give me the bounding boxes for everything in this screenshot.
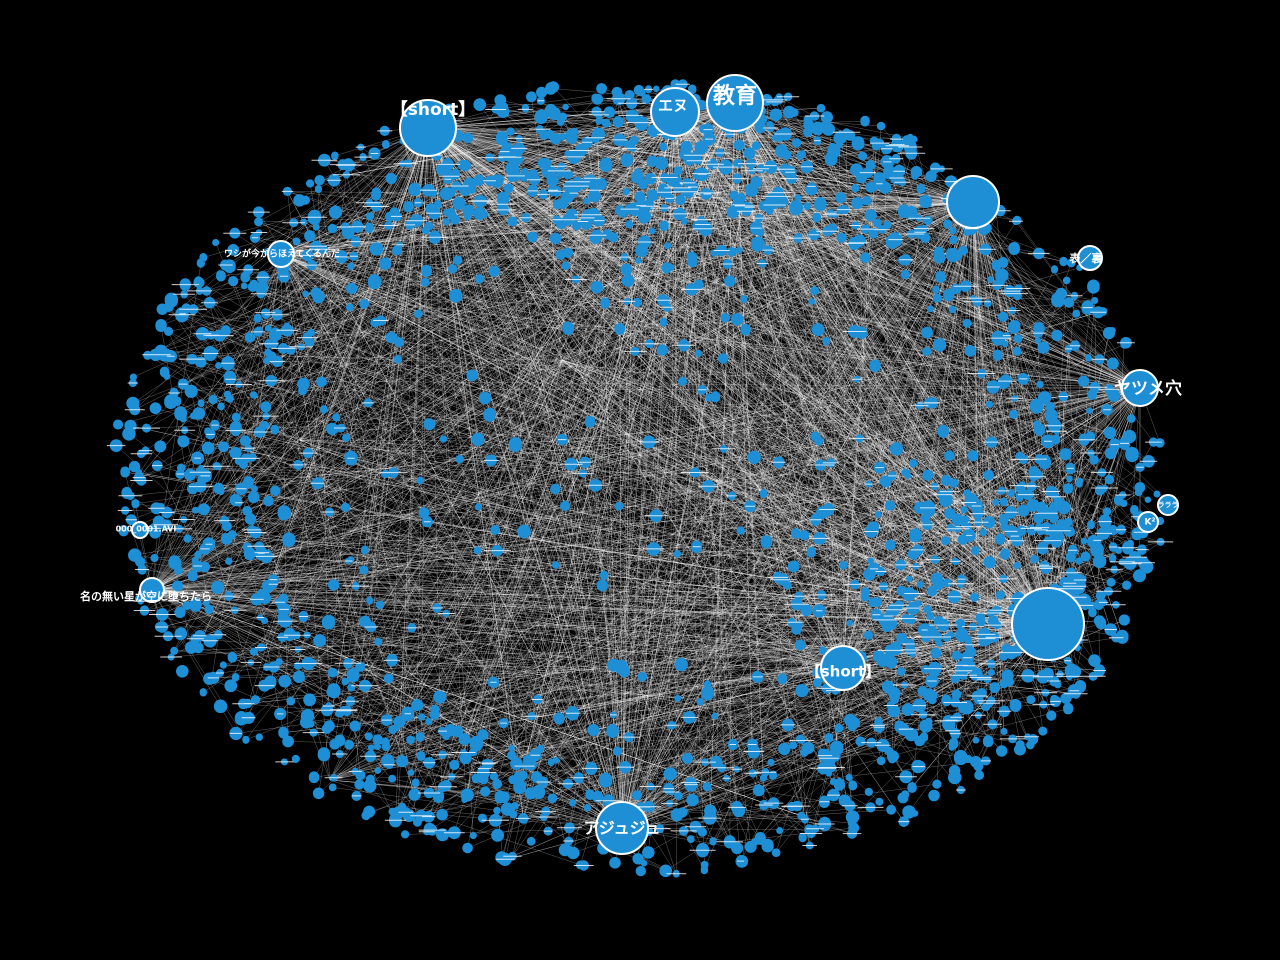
hub-node-k2[interactable] xyxy=(1137,511,1159,533)
hub-label-ajuju: アジュジュ xyxy=(583,819,660,838)
hub-node-enu[interactable] xyxy=(650,87,700,137)
label-layer: 【short】 教育 エヌ ワシが今からほえてくるんだ 表／裏 ヤツメ穴 ラララ… xyxy=(80,83,1182,838)
hub-node-edu[interactable] xyxy=(706,74,764,132)
hub-node-bottom-right-large[interactable] xyxy=(1011,587,1085,661)
hub-node-avi[interactable] xyxy=(131,521,149,539)
hub-layer xyxy=(131,74,1179,855)
hub-node-ajuju[interactable] xyxy=(595,801,649,855)
hub-node-nanashi[interactable] xyxy=(139,577,165,603)
hub-label-nanashi: 名の無い星が空に堕ちたら xyxy=(80,589,212,603)
hub-node-washi[interactable] xyxy=(267,240,295,268)
hub-label-k2: K² xyxy=(1145,518,1156,528)
hub-node-rarara[interactable] xyxy=(1157,494,1179,516)
hub-node-omote-ura[interactable] xyxy=(1077,245,1103,271)
hub-label-short-top: 【short】 xyxy=(391,99,475,120)
hub-label-washi: ワシが今からほえてくるんだ xyxy=(224,248,340,260)
hub-node-short-bottom[interactable] xyxy=(820,645,866,691)
hub-label-omote-ura: 表／裏 xyxy=(1069,251,1104,265)
hub-node-short-top[interactable] xyxy=(399,99,457,157)
hub-label-rarara: ラララ xyxy=(1158,501,1179,509)
hub-label-short-bottom: 【short】 xyxy=(806,663,880,681)
hub-label-edu: 教育 xyxy=(713,83,757,109)
hub-node-top-right[interactable] xyxy=(946,175,1000,229)
hub-node-yatsume[interactable] xyxy=(1121,369,1159,407)
hub-label-enu: エヌ xyxy=(658,97,688,115)
node-label-marks xyxy=(106,83,1174,875)
node-layer xyxy=(106,79,1174,878)
hub-label-avi: 000_0001.AVI xyxy=(116,525,177,534)
graph-nodes xyxy=(109,79,1172,878)
hub-label-yatsume: ヤツメ穴 xyxy=(1114,378,1182,399)
